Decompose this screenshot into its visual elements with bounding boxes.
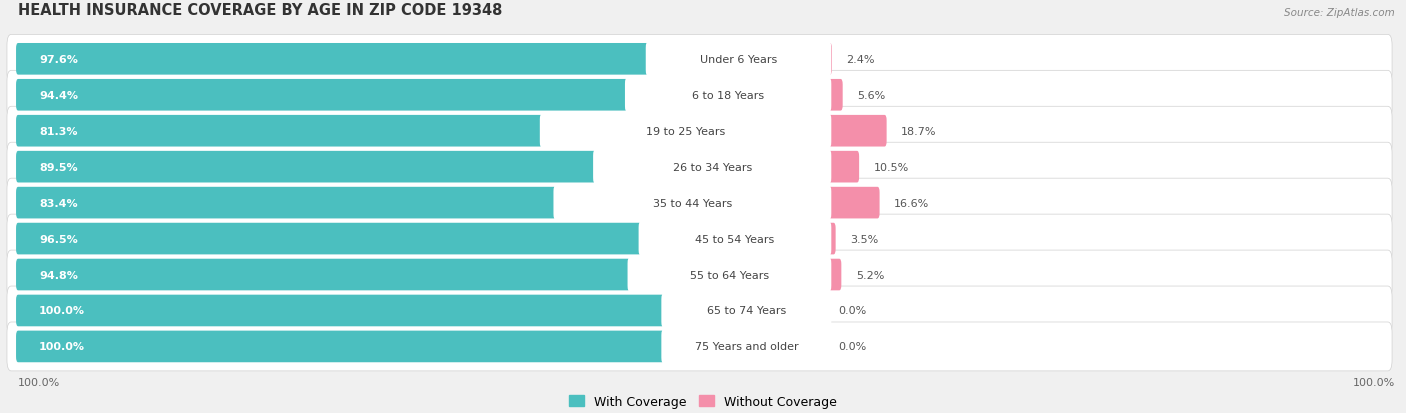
- FancyBboxPatch shape: [7, 143, 1392, 192]
- FancyBboxPatch shape: [7, 179, 1392, 228]
- Text: 65 to 74 Years: 65 to 74 Years: [707, 306, 786, 316]
- Text: 16.6%: 16.6%: [894, 198, 929, 208]
- Text: 55 to 64 Years: 55 to 64 Years: [690, 270, 769, 280]
- Text: 83.4%: 83.4%: [39, 198, 77, 208]
- FancyBboxPatch shape: [627, 257, 831, 292]
- Text: 10.5%: 10.5%: [873, 162, 910, 172]
- Text: 5.6%: 5.6%: [858, 90, 886, 100]
- Text: HEALTH INSURANCE COVERAGE BY AGE IN ZIP CODE 19348: HEALTH INSURANCE COVERAGE BY AGE IN ZIP …: [18, 3, 502, 19]
- Text: 2.4%: 2.4%: [846, 55, 875, 65]
- Text: 100.0%: 100.0%: [39, 342, 86, 351]
- FancyBboxPatch shape: [15, 152, 602, 183]
- FancyBboxPatch shape: [820, 152, 859, 183]
- Text: 5.2%: 5.2%: [856, 270, 884, 280]
- FancyBboxPatch shape: [820, 259, 841, 291]
- FancyBboxPatch shape: [554, 185, 831, 221]
- Text: 6 to 18 Years: 6 to 18 Years: [692, 90, 765, 100]
- FancyBboxPatch shape: [593, 150, 831, 185]
- Text: 26 to 34 Years: 26 to 34 Years: [672, 162, 752, 172]
- Text: 96.5%: 96.5%: [39, 234, 77, 244]
- Text: 45 to 54 Years: 45 to 54 Years: [696, 234, 775, 244]
- FancyBboxPatch shape: [7, 250, 1392, 299]
- Text: 19 to 25 Years: 19 to 25 Years: [645, 126, 725, 136]
- Text: 75 Years and older: 75 Years and older: [695, 342, 799, 351]
- FancyBboxPatch shape: [820, 116, 887, 147]
- Text: 97.6%: 97.6%: [39, 55, 77, 65]
- Legend: With Coverage, Without Coverage: With Coverage, Without Coverage: [564, 390, 842, 413]
- FancyBboxPatch shape: [624, 78, 831, 113]
- FancyBboxPatch shape: [15, 44, 655, 76]
- Text: 0.0%: 0.0%: [838, 342, 868, 351]
- FancyBboxPatch shape: [540, 114, 831, 149]
- FancyBboxPatch shape: [15, 259, 637, 291]
- FancyBboxPatch shape: [7, 35, 1392, 84]
- Text: 94.8%: 94.8%: [39, 270, 77, 280]
- FancyBboxPatch shape: [820, 80, 842, 112]
- FancyBboxPatch shape: [645, 42, 831, 77]
- FancyBboxPatch shape: [15, 295, 671, 327]
- FancyBboxPatch shape: [7, 286, 1392, 335]
- FancyBboxPatch shape: [15, 116, 548, 147]
- FancyBboxPatch shape: [661, 329, 831, 364]
- Text: 35 to 44 Years: 35 to 44 Years: [652, 198, 733, 208]
- Text: 0.0%: 0.0%: [838, 306, 868, 316]
- Text: 94.4%: 94.4%: [39, 90, 79, 100]
- Text: 100.0%: 100.0%: [18, 377, 60, 387]
- Text: Source: ZipAtlas.com: Source: ZipAtlas.com: [1284, 8, 1395, 19]
- FancyBboxPatch shape: [820, 223, 835, 255]
- FancyBboxPatch shape: [7, 215, 1392, 263]
- FancyBboxPatch shape: [15, 223, 647, 255]
- Text: 100.0%: 100.0%: [1353, 377, 1395, 387]
- Text: 100.0%: 100.0%: [39, 306, 86, 316]
- Text: 3.5%: 3.5%: [851, 234, 879, 244]
- FancyBboxPatch shape: [638, 221, 831, 256]
- FancyBboxPatch shape: [7, 322, 1392, 371]
- FancyBboxPatch shape: [7, 107, 1392, 156]
- Text: Under 6 Years: Under 6 Years: [700, 55, 778, 65]
- FancyBboxPatch shape: [661, 293, 831, 328]
- Text: 18.7%: 18.7%: [901, 126, 936, 136]
- Text: 81.3%: 81.3%: [39, 126, 77, 136]
- FancyBboxPatch shape: [820, 188, 880, 219]
- FancyBboxPatch shape: [15, 80, 634, 112]
- FancyBboxPatch shape: [15, 331, 671, 362]
- Text: 89.5%: 89.5%: [39, 162, 77, 172]
- FancyBboxPatch shape: [15, 188, 562, 219]
- FancyBboxPatch shape: [820, 44, 832, 76]
- FancyBboxPatch shape: [7, 71, 1392, 120]
